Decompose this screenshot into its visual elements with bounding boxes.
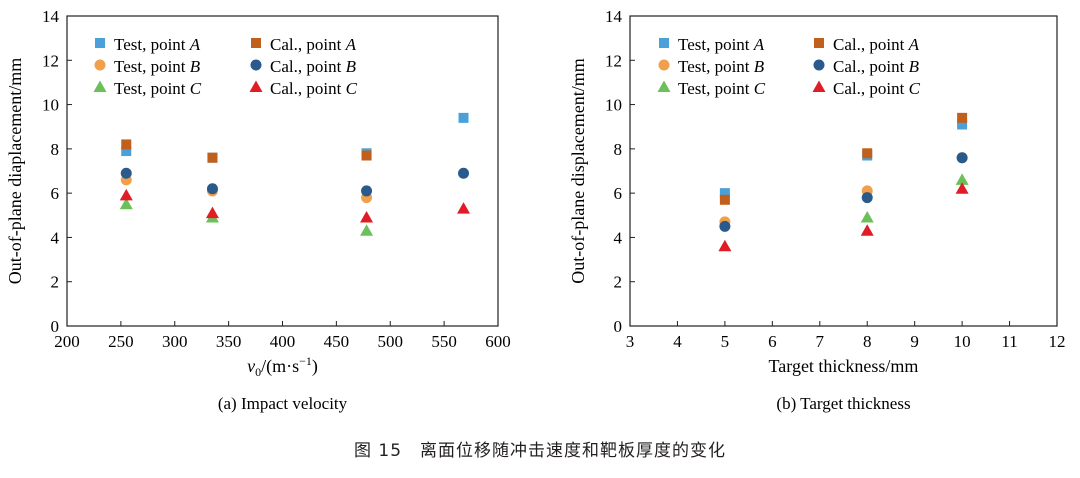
data-point-cal-a-b	[719, 194, 730, 205]
y-tick-label-b: 4	[614, 228, 623, 247]
y-tick-label-b: 6	[614, 184, 623, 203]
data-point-cal-c-a	[119, 188, 133, 201]
y-tick-label-b: 2	[614, 273, 623, 292]
x-tick-label-b: 9	[910, 332, 919, 351]
data-point-cal-c-a	[360, 211, 374, 223]
legend-marker-test-b-b	[658, 59, 670, 71]
legend-marker-test-c-b	[657, 80, 671, 92]
y-tick-label-b: 0	[614, 317, 623, 336]
legend-label-cal-a-a: Cal., point A	[270, 35, 357, 54]
data-point-cal-c-b	[860, 224, 874, 236]
x-tick-label-a: 550	[431, 332, 457, 351]
legend-label-test-c-a: Test, point C	[114, 79, 202, 98]
legend-label-test-a-b: Test, point A	[678, 35, 765, 54]
x-tick-label-b: 5	[721, 332, 730, 351]
plot-frame-b	[629, 15, 1058, 327]
y-tick-label-a: 4	[51, 228, 60, 247]
legend-label-cal-c-a: Cal., point C	[270, 79, 358, 98]
legend-marker-test-a-b	[659, 38, 669, 48]
legend-marker-cal-c-b	[812, 80, 826, 92]
x-axis-label-a: v0/(m·s−1)	[247, 354, 318, 379]
data-point-cal-a-a	[121, 139, 132, 150]
x-tick-label-a: 600	[485, 332, 511, 351]
data-point-cal-b-a	[206, 183, 218, 195]
y-tick-label-a: 10	[42, 96, 59, 115]
x-tick-label-a: 300	[162, 332, 188, 351]
legend-label-cal-a-b: Cal., point A	[833, 35, 920, 54]
y-tick-label-a: 14	[42, 7, 60, 26]
x-tick-label-b: 8	[863, 332, 872, 351]
y-tick-label-a: 12	[42, 51, 59, 70]
legend-marker-test-c-a	[93, 80, 107, 92]
y-tick-label-a: 2	[51, 273, 60, 292]
x-tick-label-a: 200	[54, 332, 80, 351]
y-tick-label-b: 10	[605, 96, 622, 115]
x-tick-label-a: 450	[324, 332, 350, 351]
data-point-cal-b-a	[361, 185, 373, 197]
legend-marker-test-b-a	[94, 59, 106, 71]
data-point-cal-b-a	[120, 167, 132, 179]
y-tick-label-b: 14	[605, 7, 623, 26]
data-point-cal-a-b	[862, 148, 873, 159]
data-point-test-a-b	[719, 188, 730, 199]
legend-label-cal-c-b: Cal., point C	[833, 79, 921, 98]
legend-label-test-a-a: Test, point A	[114, 35, 201, 54]
data-point-cal-c-b	[718, 239, 732, 252]
x-tick-label-b: 6	[768, 332, 777, 351]
data-point-test-a-a	[458, 112, 469, 123]
subplot-caption-a: (a) Impact velocity	[218, 394, 348, 413]
legend-marker-cal-b-a	[250, 59, 262, 71]
y-tick-label-a: 8	[51, 140, 60, 159]
data-point-cal-b-b	[719, 220, 731, 232]
x-tick-label-b: 4	[673, 332, 682, 351]
data-point-test-a-b	[957, 119, 968, 130]
legend-label-cal-b-a: Cal., point B	[270, 57, 357, 76]
data-point-test-c-a	[360, 224, 374, 236]
x-tick-label-b: 7	[816, 332, 825, 351]
legend-marker-cal-c-a	[249, 80, 263, 92]
y-axis-label-a: Out-of-plane diaplacement/mm	[5, 58, 25, 284]
figure-caption: 图 15 离面位移随冲击速度和靶板厚度的变化	[353, 441, 727, 461]
data-point-cal-c-a	[205, 206, 219, 219]
data-point-test-c-b	[955, 173, 969, 185]
data-point-cal-a-a	[207, 152, 218, 163]
x-tick-label-b: 3	[626, 332, 635, 351]
data-point-cal-a-a	[361, 150, 372, 161]
data-point-test-c-a	[119, 197, 133, 210]
x-tick-label-b: 11	[1001, 332, 1017, 351]
y-tick-label-b: 12	[605, 51, 622, 70]
x-tick-label-a: 500	[378, 332, 404, 351]
data-point-cal-c-b	[955, 182, 969, 194]
legend-marker-cal-b-b	[813, 59, 825, 71]
data-point-cal-a-b	[957, 112, 968, 123]
data-point-test-a-a	[121, 146, 132, 157]
legend-marker-cal-a-a	[251, 38, 261, 48]
legend-label-test-b-a: Test, point B	[114, 57, 201, 76]
x-tick-label-b: 10	[954, 332, 971, 351]
data-point-cal-b-b	[861, 192, 873, 204]
x-tick-label-a: 350	[216, 332, 242, 351]
legend-label-test-c-b: Test, point C	[678, 79, 766, 98]
legend-marker-test-a-a	[95, 38, 105, 48]
subplot-caption-b: (b) Target thickness	[776, 394, 910, 413]
y-tick-label-a: 0	[51, 317, 60, 336]
y-tick-label-a: 6	[51, 184, 60, 203]
y-tick-label-b: 8	[614, 140, 623, 159]
x-tick-label-b: 12	[1049, 332, 1066, 351]
x-tick-label-a: 400	[270, 332, 296, 351]
data-point-cal-c-a	[457, 202, 471, 214]
y-axis-label-b: Out-of-plane displacement/mm	[568, 58, 588, 283]
legend-label-test-b-b: Test, point B	[678, 57, 765, 76]
data-point-cal-b-a	[458, 167, 470, 179]
legend-marker-cal-a-b	[814, 38, 824, 48]
x-axis-label-b: Target thickness/mm	[769, 356, 919, 376]
x-tick-label-a: 250	[108, 332, 134, 351]
legend-label-cal-b-b: Cal., point B	[833, 57, 920, 76]
data-point-cal-b-b	[956, 152, 968, 164]
data-point-test-c-b	[860, 211, 874, 223]
